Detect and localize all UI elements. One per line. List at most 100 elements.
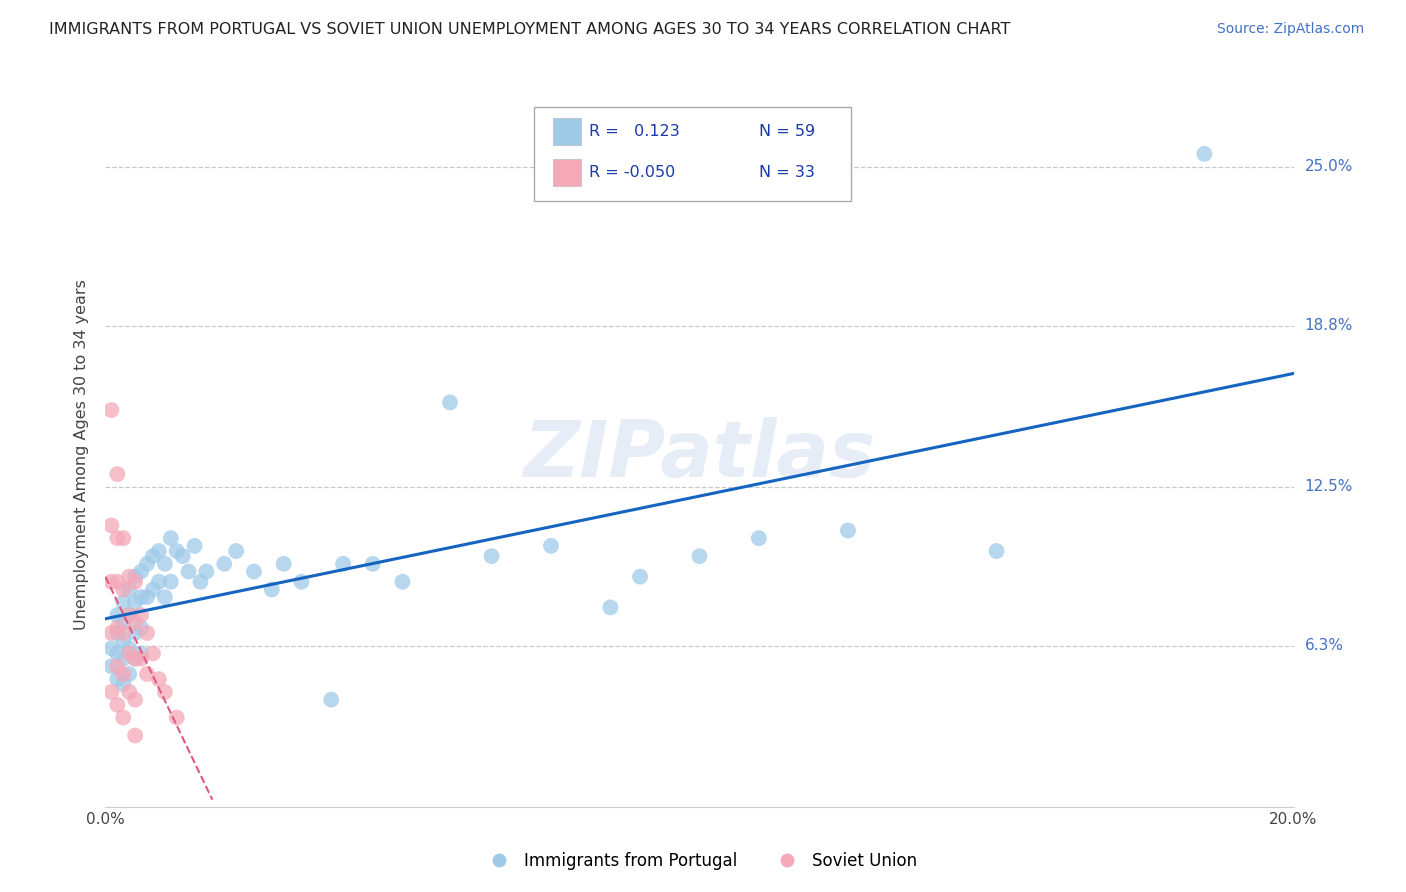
Point [481, 549, 503, 563]
Text: 25.0%: 25.0% [1305, 159, 1353, 174]
Point [124, 692, 146, 706]
Text: IMMIGRANTS FROM PORTUGAL VS SOVIET UNION UNEMPLOYMENT AMONG AGES 30 TO 34 YEARS : IMMIGRANTS FROM PORTUGAL VS SOVIET UNION… [49, 22, 1011, 37]
Point [100, 518, 122, 533]
Point [129, 565, 152, 579]
Point [118, 569, 141, 583]
Text: ZIPatlas: ZIPatlas [523, 417, 876, 493]
Point [129, 651, 152, 665]
Point [100, 641, 122, 656]
Point [124, 626, 146, 640]
Point [628, 569, 651, 583]
Point [136, 590, 159, 604]
Text: N = 59: N = 59 [759, 124, 815, 138]
Point [177, 565, 200, 579]
Point [112, 677, 135, 691]
Point [124, 574, 146, 589]
Text: R = -0.050: R = -0.050 [589, 165, 675, 179]
Point [273, 557, 295, 571]
Point [105, 698, 128, 712]
Point [118, 667, 141, 681]
Point [129, 647, 152, 661]
Point [124, 651, 146, 665]
Point [148, 672, 170, 686]
Point [190, 574, 212, 589]
Point [748, 531, 770, 545]
Point [321, 692, 343, 706]
Point [105, 574, 128, 589]
Y-axis label: Unemployment Among Ages 30 to 34 years: Unemployment Among Ages 30 to 34 years [75, 279, 90, 631]
Point [118, 608, 141, 623]
Point [112, 633, 135, 648]
Point [986, 544, 1008, 558]
Point [142, 549, 165, 563]
Point [153, 685, 176, 699]
Point [100, 574, 122, 589]
Text: 18.8%: 18.8% [1305, 318, 1353, 333]
Point [290, 574, 312, 589]
Point [105, 626, 128, 640]
Point [159, 574, 181, 589]
Point [124, 615, 146, 630]
Text: 6.3%: 6.3% [1305, 639, 1344, 653]
Point [260, 582, 283, 597]
Point [118, 685, 141, 699]
Point [124, 729, 146, 743]
Point [118, 582, 141, 597]
Point [112, 651, 135, 665]
Point [391, 574, 413, 589]
Point [112, 710, 135, 724]
Point [332, 557, 354, 571]
Text: N = 33: N = 33 [759, 165, 815, 179]
Point [153, 590, 176, 604]
Point [689, 549, 711, 563]
Point [129, 621, 152, 635]
Point [136, 626, 159, 640]
Point [124, 651, 146, 665]
Point [540, 539, 562, 553]
Point [124, 569, 146, 583]
Point [1194, 146, 1216, 161]
Point [100, 403, 122, 417]
Point [124, 595, 146, 609]
Point [136, 667, 159, 681]
Text: R =   0.123: R = 0.123 [589, 124, 681, 138]
Point [148, 544, 170, 558]
Point [153, 557, 176, 571]
Point [118, 647, 141, 661]
Point [112, 626, 135, 640]
Point [172, 549, 194, 563]
Point [142, 582, 165, 597]
Point [214, 557, 236, 571]
Point [100, 659, 122, 673]
Point [129, 590, 152, 604]
Point [166, 544, 188, 558]
Point [100, 685, 122, 699]
Legend: Immigrants from Portugal, Soviet Union: Immigrants from Portugal, Soviet Union [475, 845, 924, 877]
Point [112, 582, 135, 597]
Point [112, 531, 135, 545]
Text: Source: ZipAtlas.com: Source: ZipAtlas.com [1216, 22, 1364, 37]
Point [112, 615, 135, 630]
Point [195, 565, 218, 579]
Point [112, 667, 135, 681]
Point [142, 647, 165, 661]
Point [105, 672, 128, 686]
Point [105, 647, 128, 661]
Point [118, 641, 141, 656]
Point [118, 608, 141, 623]
Point [599, 600, 621, 615]
Point [361, 557, 384, 571]
Point [105, 659, 128, 673]
Point [166, 710, 188, 724]
Point [148, 574, 170, 589]
Point [183, 539, 205, 553]
Point [439, 395, 461, 409]
Point [159, 531, 181, 545]
Point [112, 595, 135, 609]
Point [837, 524, 859, 538]
Point [136, 557, 159, 571]
Point [105, 531, 128, 545]
Point [129, 608, 152, 623]
Point [225, 544, 247, 558]
Point [105, 608, 128, 623]
